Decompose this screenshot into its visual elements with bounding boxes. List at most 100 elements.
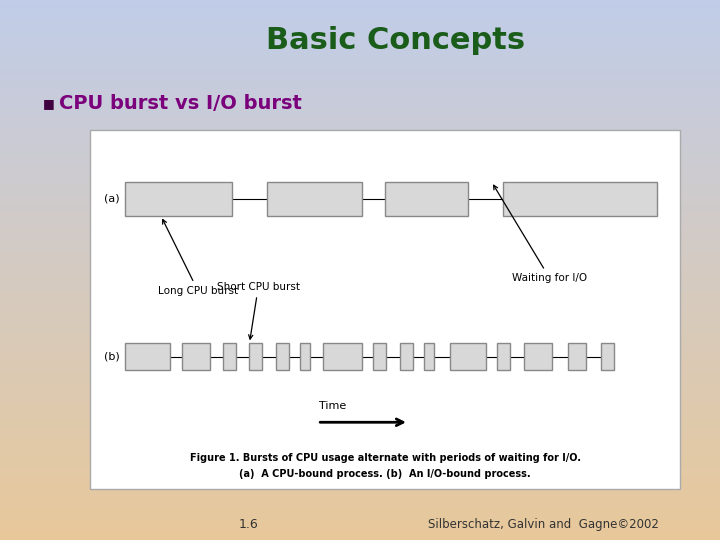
Bar xyxy=(0,16,720,19)
Bar xyxy=(0,392,720,394)
Bar xyxy=(498,343,510,370)
Bar xyxy=(0,500,720,502)
Bar xyxy=(0,410,720,413)
Bar xyxy=(0,405,720,408)
Bar xyxy=(0,489,720,491)
Bar xyxy=(0,386,720,389)
Bar xyxy=(0,418,720,421)
Bar xyxy=(0,526,720,529)
Bar xyxy=(0,286,720,289)
Bar xyxy=(0,157,720,159)
Bar xyxy=(0,456,720,459)
Bar xyxy=(0,373,720,375)
Bar xyxy=(0,462,720,464)
Bar xyxy=(0,135,720,138)
Bar xyxy=(0,478,720,481)
Bar xyxy=(0,197,720,200)
Bar xyxy=(0,510,720,513)
Text: Long CPU burst: Long CPU burst xyxy=(158,220,238,296)
Bar xyxy=(0,481,720,483)
Bar xyxy=(0,162,720,165)
Bar xyxy=(0,151,720,154)
Bar xyxy=(0,537,720,540)
Bar xyxy=(0,65,720,68)
Bar xyxy=(0,92,720,94)
Bar xyxy=(568,343,586,370)
Bar xyxy=(0,348,720,351)
Bar xyxy=(0,184,720,186)
Bar xyxy=(0,132,720,135)
Bar xyxy=(0,200,720,202)
Bar xyxy=(0,51,720,54)
Bar xyxy=(524,343,552,370)
Bar xyxy=(0,297,720,300)
Bar xyxy=(0,40,720,43)
Bar xyxy=(0,189,720,192)
Bar xyxy=(0,416,720,418)
Bar xyxy=(0,138,720,140)
Bar xyxy=(0,289,720,292)
Bar xyxy=(0,5,720,8)
Bar xyxy=(0,483,720,486)
Bar xyxy=(0,273,720,275)
Bar xyxy=(0,178,720,181)
Bar xyxy=(0,389,720,392)
Bar xyxy=(0,313,720,316)
Bar xyxy=(0,427,720,429)
Text: CPU burst vs I/O burst: CPU burst vs I/O burst xyxy=(59,94,302,113)
Bar xyxy=(0,14,720,16)
Bar xyxy=(267,181,361,216)
Bar xyxy=(0,43,720,46)
Bar xyxy=(0,338,720,340)
Bar xyxy=(0,103,720,105)
Text: Figure 1. Bursts of CPU usage alternate with periods of waiting for I/O.: Figure 1. Bursts of CPU usage alternate … xyxy=(189,453,581,463)
Bar xyxy=(0,265,720,267)
Bar xyxy=(0,400,720,402)
Bar xyxy=(0,346,720,348)
Bar xyxy=(0,454,720,456)
Bar xyxy=(0,267,720,270)
Bar xyxy=(0,502,720,505)
Bar xyxy=(0,413,720,416)
Bar xyxy=(0,202,720,205)
Bar xyxy=(600,343,613,370)
Bar xyxy=(0,327,720,329)
Bar xyxy=(0,321,720,324)
Bar xyxy=(125,181,232,216)
Bar xyxy=(90,130,680,489)
Bar xyxy=(0,294,720,297)
Bar xyxy=(0,248,720,251)
Bar xyxy=(0,146,720,148)
Bar xyxy=(0,362,720,364)
Bar xyxy=(0,472,720,475)
Bar xyxy=(0,381,720,383)
Bar xyxy=(0,532,720,535)
Bar xyxy=(0,130,720,132)
Bar xyxy=(0,89,720,92)
Bar xyxy=(0,397,720,400)
Bar xyxy=(0,246,720,248)
Bar xyxy=(0,432,720,435)
Bar xyxy=(0,170,720,173)
Bar xyxy=(0,308,720,310)
Bar xyxy=(0,259,720,262)
Bar xyxy=(0,235,720,238)
Bar xyxy=(0,208,720,211)
Bar xyxy=(0,310,720,313)
Text: ■: ■ xyxy=(43,97,55,110)
Bar xyxy=(0,59,720,62)
Bar xyxy=(0,54,720,57)
Bar xyxy=(300,343,310,370)
Bar xyxy=(0,284,720,286)
Bar xyxy=(0,62,720,65)
Bar xyxy=(0,256,720,259)
Bar xyxy=(0,49,720,51)
Bar xyxy=(0,451,720,454)
Bar xyxy=(0,340,720,343)
Bar xyxy=(0,224,720,227)
Bar xyxy=(125,343,170,370)
Bar xyxy=(0,35,720,38)
Bar xyxy=(0,46,720,49)
Bar xyxy=(0,319,720,321)
Bar xyxy=(0,316,720,319)
